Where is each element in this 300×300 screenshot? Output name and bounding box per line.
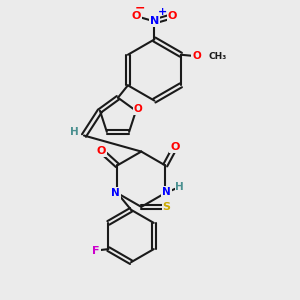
Text: O: O [134, 104, 143, 114]
Text: S: S [163, 202, 171, 212]
Text: N: N [150, 16, 159, 26]
Text: O: O [168, 11, 177, 21]
Text: F: F [92, 246, 100, 256]
Text: +: + [158, 7, 167, 17]
Text: O: O [97, 146, 106, 156]
Text: O: O [170, 142, 179, 152]
Text: N: N [112, 188, 120, 198]
Text: O: O [132, 11, 141, 21]
Text: H: H [176, 182, 184, 192]
Text: N: N [162, 187, 171, 196]
Text: CH₃: CH₃ [208, 52, 226, 61]
Text: O: O [192, 51, 201, 61]
Text: H: H [70, 127, 79, 137]
Text: −: − [135, 2, 145, 14]
